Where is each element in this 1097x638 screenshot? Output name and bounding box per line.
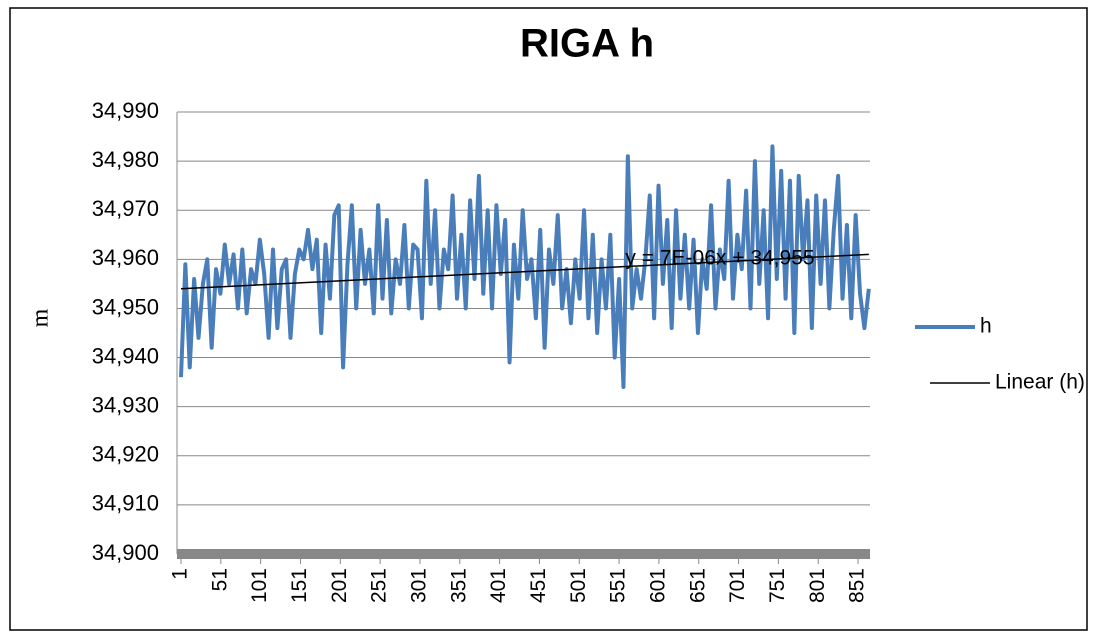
x-tick-label: 101: [248, 568, 271, 603]
y-tick-label: 34,900: [92, 540, 159, 565]
x-tick-label: 501: [567, 568, 590, 603]
x-tick-label: 151: [288, 568, 311, 603]
x-tick-label: 1: [169, 568, 192, 580]
x-tick-label: 351: [447, 568, 470, 603]
y-tick-label: 34,910: [92, 491, 159, 516]
x-tick-label: 201: [328, 568, 351, 603]
y-tick-label: 34,930: [92, 392, 159, 417]
x-tick-label: 401: [487, 568, 510, 603]
series-line: [180, 253, 869, 290]
legend-label: Linear (h): [995, 371, 1085, 394]
trendline-equation: y = 7E-06x + 34,955: [625, 247, 814, 270]
y-tick-label: 34,950: [92, 294, 159, 319]
x-tick-label: 251: [368, 568, 391, 603]
legend-label: h: [980, 315, 992, 338]
chart-border: [9, 7, 1088, 631]
x-tick-label: 551: [607, 568, 630, 603]
chart-title: RIGA h: [520, 22, 654, 66]
x-tick-label: 51: [208, 568, 231, 591]
series-line: [178, 144, 871, 390]
x-tick-label: 451: [527, 568, 550, 603]
y-tick-label: 34,970: [92, 196, 159, 221]
x-tick-label: 651: [686, 568, 709, 603]
x-tick-label: 801: [806, 568, 829, 603]
y-tick-label: 34,980: [92, 147, 159, 172]
y-tick-label: 34,920: [92, 442, 159, 467]
x-tick-label: 601: [646, 568, 669, 603]
x-tick-label: 701: [726, 568, 749, 603]
x-tick-label: 751: [766, 568, 789, 603]
x-tick-label: 301: [407, 568, 430, 603]
y-tick-label: 34,960: [92, 245, 159, 270]
y-tick-label: 34,990: [92, 98, 159, 123]
y-tick-label: 34,940: [92, 343, 159, 368]
y-axis-label: m: [28, 308, 54, 327]
x-tick-label: 851: [846, 568, 869, 603]
